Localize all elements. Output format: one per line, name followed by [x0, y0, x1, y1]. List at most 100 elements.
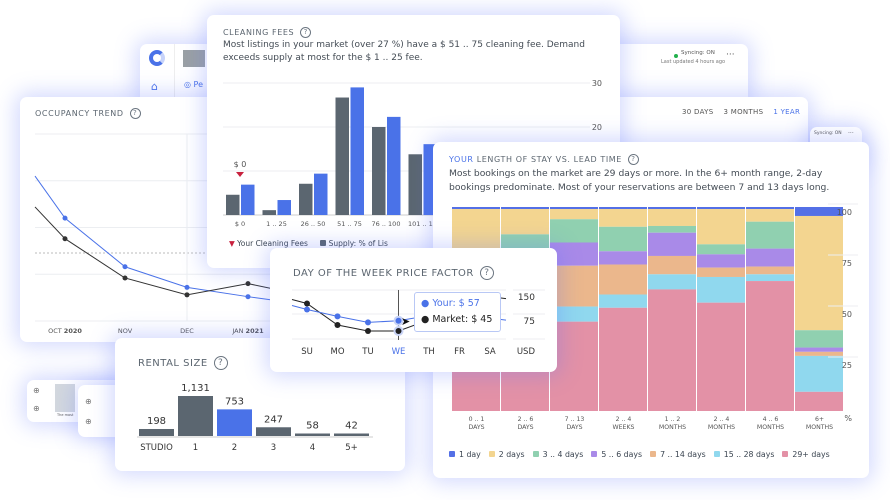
bar: [314, 173, 328, 215]
bar: [139, 428, 174, 436]
help-icon[interactable]: ?: [213, 356, 228, 370]
card-title: OCCUPANCY TREND?: [35, 108, 141, 119]
legend-swatch-icon: [532, 451, 539, 457]
x-tick-label: 26 .. 50: [301, 220, 326, 228]
supply-swatch-icon: [320, 240, 327, 246]
stacked-segment: [697, 254, 745, 268]
stacked-segment: [648, 289, 696, 411]
data-point: [334, 313, 341, 320]
help-icon[interactable]: ?: [129, 108, 141, 119]
y-tick-label: 75: [524, 317, 535, 327]
stacked-segment: [550, 209, 598, 220]
stacked-segment: [648, 207, 696, 210]
stacked-segment: [599, 226, 647, 252]
x-tick-label: 1 .. 25: [266, 220, 287, 228]
bar: [226, 194, 240, 215]
stacked-segment: [795, 351, 843, 356]
app-logo-icon: [149, 50, 165, 66]
x-tick-label: 2: [232, 443, 237, 453]
tab-30-days[interactable]: 30 DAYS: [682, 108, 714, 116]
data-point: [122, 264, 128, 270]
legend-item[interactable]: 1 day: [449, 450, 481, 459]
target-icon[interactable]: ⊕: [33, 404, 40, 413]
x-tick-label: 2 .. 6: [518, 416, 534, 423]
settings-icon[interactable]: ⊕: [85, 397, 92, 406]
legend-supply: Supply: % of Lis: [328, 239, 388, 248]
bar: [262, 210, 276, 215]
legend-swatch-icon: [713, 451, 720, 457]
rental-size-card: RENTAL SIZE? 198 STUDIO 1,131 1 753 2 247 3 58 4 4…: [115, 338, 405, 471]
stacked-segment: [550, 265, 598, 307]
more-menu-button[interactable]: ···: [726, 50, 735, 60]
small-sync-status: Syncing: ON: [814, 131, 842, 136]
stacked-segment: [746, 274, 794, 282]
bar: [350, 87, 364, 215]
legend-item[interactable]: 2 days: [488, 450, 525, 459]
legend-swatch-icon: [449, 451, 455, 457]
stacked-segment: [550, 207, 598, 210]
stacked-segment: [697, 209, 745, 245]
listing-thumbnail[interactable]: [55, 384, 75, 412]
legend-item[interactable]: 7 .. 14 days: [650, 450, 706, 459]
title-text: DAY OF THE WEEK PRICE FACTOR: [293, 268, 474, 279]
tab-label: Pe: [193, 80, 203, 89]
data-point: [184, 292, 190, 298]
tab-3-months[interactable]: 3 MONTHS: [723, 108, 764, 116]
home-icon[interactable]: ⌂: [151, 80, 158, 93]
legend-label: 7 .. 14 days: [660, 450, 706, 459]
y-unit-label: USD: [517, 347, 536, 357]
listing-thumbnail[interactable]: [183, 50, 205, 67]
x-tick-label: MONTHS: [659, 424, 686, 431]
x-tick-label: 76 .. 100: [372, 220, 401, 228]
y-tick-label: 75: [842, 259, 852, 268]
stacked-segment: [697, 302, 745, 411]
legend-item[interactable]: 15 .. 28 days: [713, 450, 774, 459]
bar: [241, 184, 255, 215]
x-tick-label: 7 .. 13: [565, 416, 585, 423]
stacked-segment: [550, 321, 598, 411]
legend-item[interactable]: 5 .. 6 days: [591, 450, 642, 459]
x-tick-label: 101 .. 12: [408, 220, 437, 228]
y-tick-label: 30: [592, 79, 602, 88]
stacked-segment: [648, 225, 696, 233]
stacked-segment: [746, 266, 794, 275]
data-label: 58: [306, 421, 319, 432]
help-icon[interactable]: ?: [300, 27, 312, 38]
stacked-segment: [501, 209, 549, 235]
x-tick-label: JAN 2021: [231, 327, 264, 335]
legend-item[interactable]: 3 .. 4 days: [532, 450, 583, 459]
help-icon[interactable]: ?: [479, 266, 494, 280]
legend-your: Your Cleaning Fees: [237, 239, 308, 248]
x-tick-label: 2 .. 4: [714, 416, 730, 423]
data-point: [365, 328, 371, 335]
x-tick-label: DAYS: [468, 424, 484, 431]
bar: [178, 396, 213, 436]
series-line-1: [34, 206, 276, 296]
help-icon[interactable]: ?: [627, 154, 639, 165]
stacked-segment: [550, 242, 598, 266]
settings-icon[interactable]: ⊕: [33, 386, 40, 395]
tab-partial[interactable]: ◎ Pe: [184, 80, 203, 89]
data-point: [304, 300, 310, 307]
mouse-cursor-icon: ➤: [401, 315, 411, 328]
stacked-segment: [599, 307, 647, 411]
tooltip-market: ● Market: $ 45: [421, 312, 494, 328]
data-point: [334, 322, 341, 328]
stacked-segment: [697, 244, 745, 255]
series-line-0: [34, 175, 276, 301]
data-label: 42: [345, 421, 358, 432]
x-tick-label: WE: [392, 347, 406, 357]
x-tick-label: MO: [330, 347, 344, 357]
legend-item[interactable]: 29+ days: [782, 450, 830, 459]
target-icon[interactable]: ⊕: [85, 417, 92, 426]
small-more-button[interactable]: ···: [848, 130, 854, 137]
stacked-segment: [746, 248, 794, 267]
stacked-segment: [599, 264, 647, 295]
y-tick-label: 25: [842, 361, 852, 370]
x-tick-label: 1 .. 2: [665, 416, 681, 423]
legend-swatch-icon: [650, 451, 657, 457]
tab-1-year[interactable]: 1 YEAR: [773, 108, 801, 116]
x-tick-label: MONTHS: [757, 424, 784, 431]
card-title: CLEANING FEES?: [223, 27, 312, 38]
bar: [217, 409, 252, 436]
